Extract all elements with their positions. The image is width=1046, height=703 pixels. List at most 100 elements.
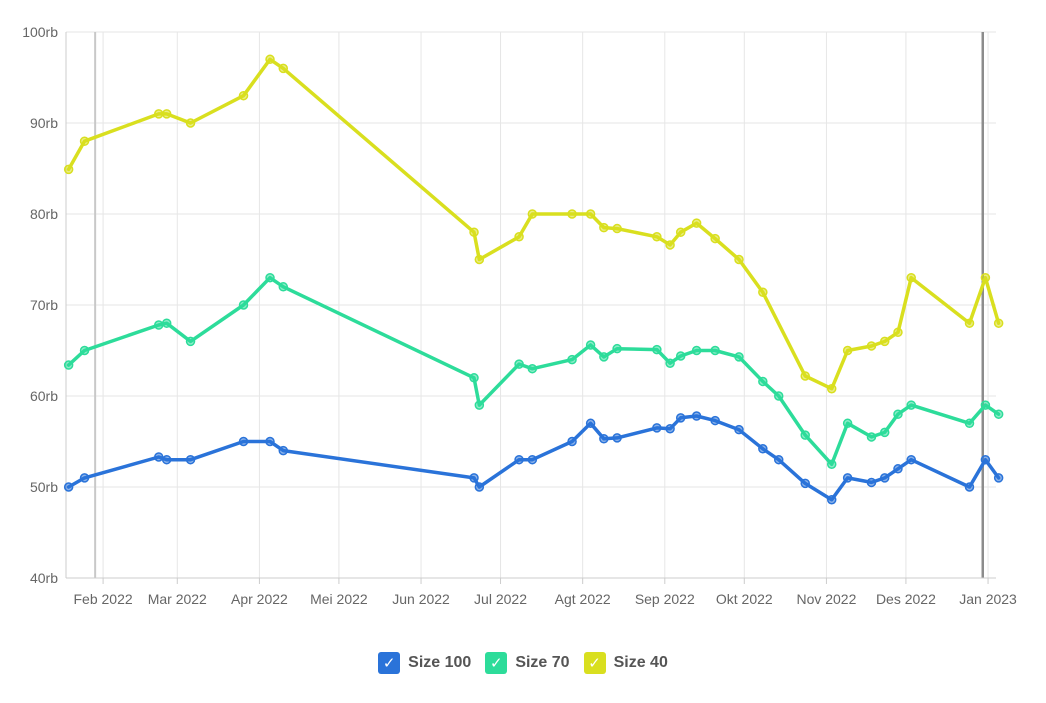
data-point[interactable] (710, 415, 720, 426)
data-point[interactable] (612, 433, 622, 443)
data-point[interactable] (278, 445, 289, 456)
data-point[interactable] (79, 136, 90, 146)
data-point[interactable] (842, 345, 853, 356)
data-point[interactable] (826, 383, 837, 394)
legend-checkbox-size-40[interactable]: ✓ (583, 652, 606, 674)
data-point[interactable] (879, 427, 890, 438)
legend-item-size-40[interactable]: ✓ Size 40 (583, 652, 668, 674)
data-point[interactable] (842, 473, 853, 483)
data-point[interactable] (758, 376, 768, 387)
data-point[interactable] (278, 282, 289, 292)
data-point[interactable] (675, 413, 686, 423)
data-point[interactable] (826, 494, 837, 505)
data-point[interactable] (800, 371, 810, 381)
data-point[interactable] (474, 482, 485, 492)
data-point[interactable] (185, 118, 196, 128)
data-point[interactable] (893, 409, 903, 419)
data-point[interactable] (665, 358, 675, 368)
data-point[interactable] (469, 373, 479, 383)
data-point[interactable] (964, 418, 975, 429)
data-point[interactable] (964, 482, 975, 492)
data-point[interactable] (800, 430, 810, 440)
data-point[interactable] (773, 391, 784, 401)
data-point[interactable] (238, 300, 249, 310)
data-point[interactable] (665, 424, 675, 434)
data-point[interactable] (734, 254, 744, 265)
data-point[interactable] (527, 363, 538, 374)
data-point[interactable] (842, 418, 853, 429)
data-point[interactable] (710, 233, 720, 244)
data-point[interactable] (906, 400, 916, 410)
data-point[interactable] (993, 409, 1004, 419)
data-point[interactable] (758, 287, 768, 298)
data-point[interactable] (652, 344, 662, 355)
data-point[interactable] (153, 320, 164, 330)
data-point[interactable] (238, 90, 249, 101)
data-point[interactable] (514, 359, 524, 369)
data-point[interactable] (866, 477, 877, 488)
data-point[interactable] (514, 454, 524, 465)
legend-item-size-100[interactable]: ✓ Size 100 (378, 652, 471, 674)
data-point[interactable] (675, 227, 686, 237)
data-point[interactable] (993, 473, 1004, 483)
data-point[interactable] (474, 400, 485, 410)
data-point[interactable] (879, 473, 890, 483)
data-point[interactable] (265, 54, 275, 65)
data-point[interactable] (691, 345, 702, 356)
data-point[interactable] (675, 351, 686, 361)
legend-item-size-70[interactable]: ✓ Size 70 (485, 652, 570, 674)
data-point[interactable] (265, 272, 275, 283)
data-point[interactable] (585, 340, 596, 350)
data-point[interactable] (161, 318, 172, 328)
data-point[interactable] (652, 423, 662, 433)
data-point[interactable] (893, 327, 903, 338)
data-point[interactable] (906, 454, 916, 465)
data-point[interactable] (866, 341, 877, 351)
data-point[interactable] (980, 272, 991, 283)
data-point[interactable] (993, 318, 1004, 328)
data-point[interactable] (826, 459, 837, 469)
data-point[interactable] (866, 432, 877, 442)
data-point[interactable] (527, 454, 538, 465)
data-point[interactable] (567, 209, 577, 219)
data-point[interactable] (469, 227, 479, 237)
legend-checkbox-size-100[interactable]: ✓ (378, 652, 401, 674)
data-point[interactable] (734, 424, 744, 435)
data-point[interactable] (734, 352, 744, 362)
data-point[interactable] (980, 454, 991, 465)
data-point[interactable] (265, 436, 275, 447)
data-point[interactable] (893, 464, 903, 474)
data-point[interactable] (278, 63, 289, 74)
data-point[interactable] (758, 444, 768, 454)
data-point[interactable] (599, 434, 609, 444)
data-point[interactable] (612, 343, 622, 354)
data-point[interactable] (63, 482, 74, 492)
data-point[interactable] (980, 400, 991, 410)
data-point[interactable] (800, 478, 810, 489)
data-point[interactable] (599, 222, 609, 233)
data-point[interactable] (567, 354, 577, 365)
data-point[interactable] (79, 473, 90, 483)
data-point[interactable] (691, 411, 702, 421)
data-point[interactable] (527, 209, 538, 219)
data-point[interactable] (185, 336, 196, 347)
data-point[interactable] (161, 109, 172, 119)
data-point[interactable] (665, 240, 675, 250)
data-point[interactable] (773, 454, 784, 465)
data-point[interactable] (691, 218, 702, 228)
data-point[interactable] (185, 454, 196, 465)
data-point[interactable] (612, 223, 622, 234)
data-point[interactable] (964, 318, 975, 328)
data-point[interactable] (63, 360, 74, 370)
data-point[interactable] (153, 109, 164, 119)
data-point[interactable] (585, 209, 596, 219)
legend-checkbox-size-70[interactable]: ✓ (485, 652, 508, 674)
data-point[interactable] (514, 232, 524, 242)
data-point[interactable] (585, 418, 596, 429)
data-point[interactable] (79, 345, 90, 356)
data-point[interactable] (469, 473, 479, 483)
data-point[interactable] (906, 272, 916, 283)
data-point[interactable] (599, 352, 609, 362)
data-point[interactable] (474, 254, 485, 265)
data-point[interactable] (153, 452, 164, 462)
